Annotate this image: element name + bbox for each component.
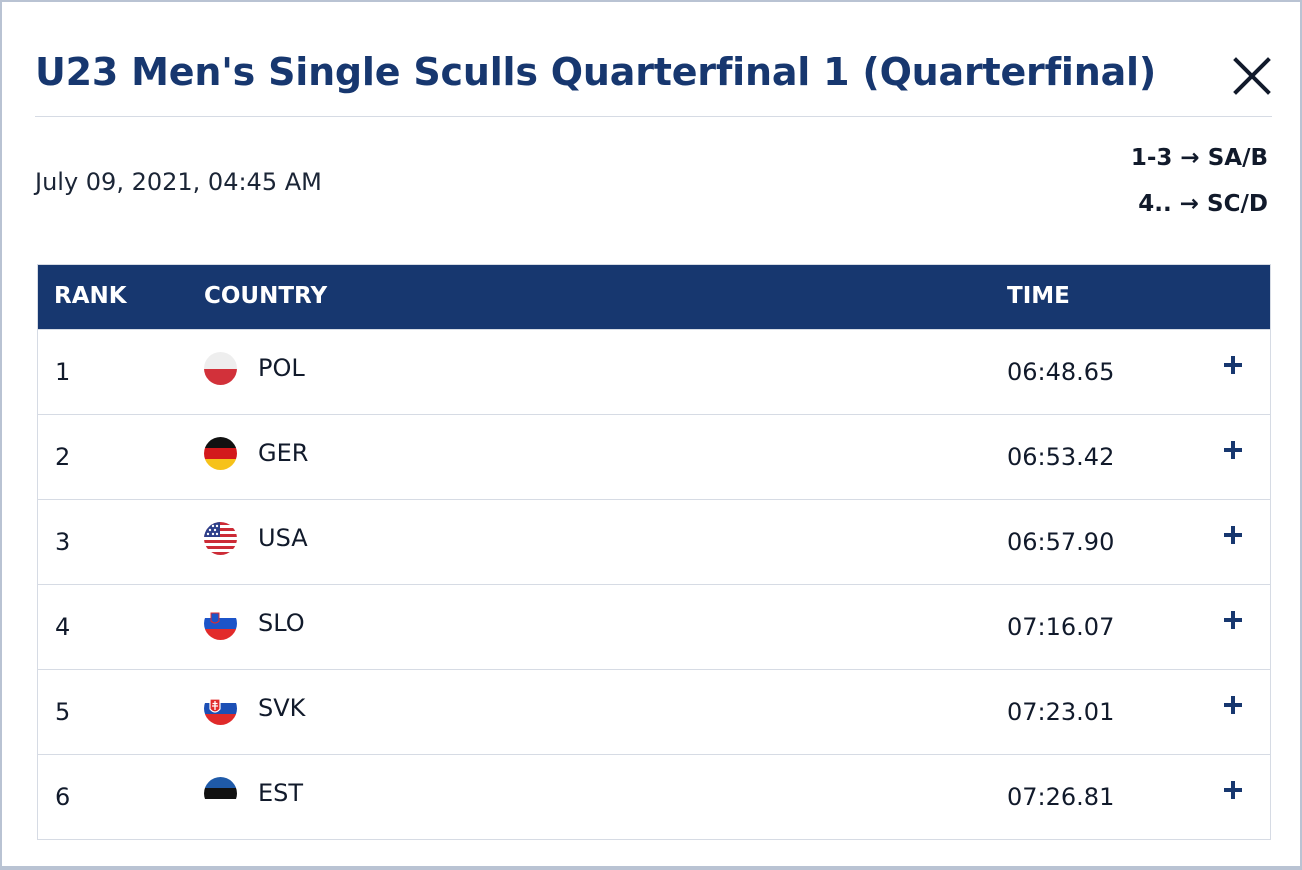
slovakia-flag-icon bbox=[204, 692, 237, 725]
header-country: COUNTRY bbox=[204, 283, 328, 309]
rank-cell: 3 bbox=[55, 528, 71, 556]
time-cell: 06:57.90 bbox=[1007, 528, 1115, 556]
country-cell: SVK bbox=[258, 694, 306, 722]
germany-flag-icon bbox=[204, 437, 237, 470]
time-cell: 07:26.81 bbox=[1007, 783, 1115, 811]
table-row: 3 USA 06:57.90 bbox=[38, 499, 1270, 584]
country-cell: POL bbox=[258, 354, 305, 382]
table-row: 4 SLO 07:16.07 bbox=[38, 584, 1270, 669]
rank-cell: 5 bbox=[55, 698, 71, 726]
rank-cell: 4 bbox=[55, 613, 71, 641]
slovenia-flag-icon bbox=[204, 607, 237, 640]
country-cell: EST bbox=[258, 779, 304, 807]
table-row: 1 POL 06:48.65 bbox=[38, 329, 1270, 414]
plus-icon[interactable] bbox=[1220, 777, 1246, 803]
results-table: RANK COUNTRY TIME 1 POL 06:48.65 2 GER 0… bbox=[37, 264, 1271, 840]
title-divider bbox=[35, 116, 1272, 117]
table-header: RANK COUNTRY TIME bbox=[38, 265, 1270, 329]
table-row: 5 SVK 07:23.01 bbox=[38, 669, 1270, 754]
progression-rule: 1-3 → SA/B bbox=[1130, 145, 1268, 171]
country-cell: USA bbox=[258, 524, 308, 552]
rank-cell: 1 bbox=[55, 358, 71, 386]
time-cell: 07:23.01 bbox=[1007, 698, 1115, 726]
poland-flag-icon bbox=[204, 352, 237, 385]
plus-icon[interactable] bbox=[1220, 692, 1246, 718]
header-time: TIME bbox=[1007, 283, 1070, 309]
progression-rule: 4.. → SC/D bbox=[1138, 191, 1268, 217]
rank-cell: 2 bbox=[55, 443, 71, 471]
country-cell: SLO bbox=[258, 609, 305, 637]
time-cell: 07:16.07 bbox=[1007, 613, 1115, 641]
table-row: 2 GER 06:53.42 bbox=[38, 414, 1270, 499]
time-cell: 06:48.65 bbox=[1007, 358, 1115, 386]
time-cell: 06:53.42 bbox=[1007, 443, 1115, 471]
plus-icon[interactable] bbox=[1220, 352, 1246, 378]
country-cell: GER bbox=[258, 439, 309, 467]
plus-icon[interactable] bbox=[1220, 607, 1246, 633]
table-row: 6 EST 07:26.81 bbox=[38, 754, 1270, 839]
header-rank: RANK bbox=[54, 283, 127, 309]
plus-icon[interactable] bbox=[1220, 437, 1246, 463]
race-date: July 09, 2021, 04:45 AM bbox=[35, 168, 322, 196]
usa-flag-icon bbox=[204, 522, 237, 555]
plus-icon[interactable] bbox=[1220, 522, 1246, 548]
rank-cell: 6 bbox=[55, 783, 71, 811]
race-title: U23 Men's Single Sculls Quarterfinal 1 (… bbox=[35, 50, 1157, 94]
progression-rules: 1-3 → SA/B 4.. → SC/D bbox=[1131, 143, 1268, 235]
estonia-flag-icon bbox=[204, 777, 237, 810]
close-icon[interactable] bbox=[1232, 54, 1272, 98]
